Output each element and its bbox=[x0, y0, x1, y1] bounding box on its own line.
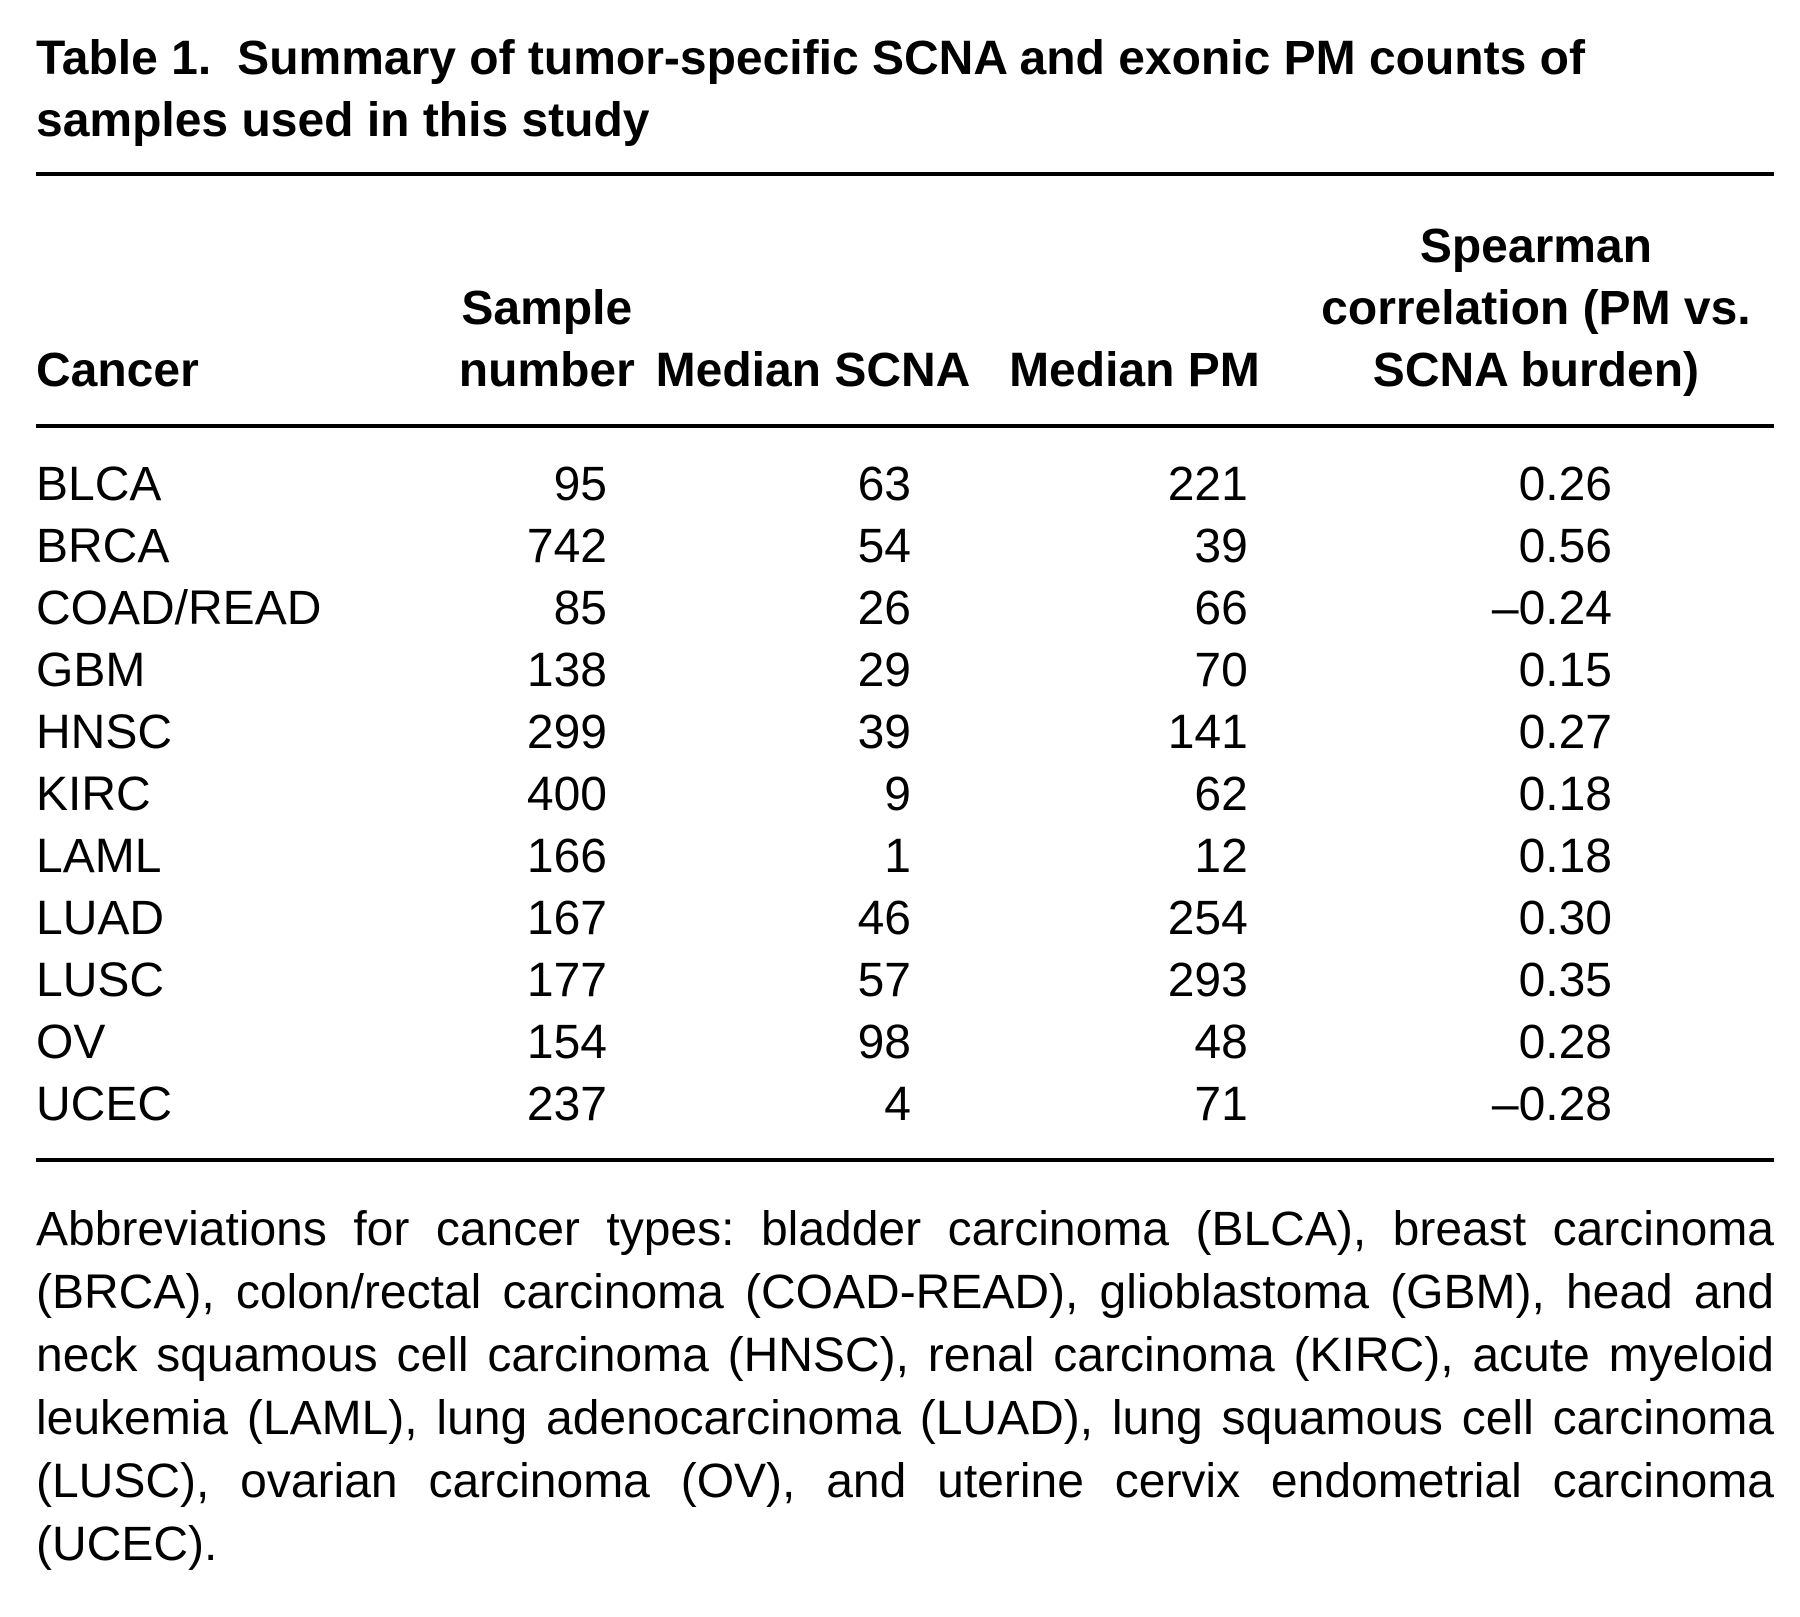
table-row: BRCA 742 54 39 0.56 bbox=[36, 516, 1774, 578]
bottom-rule bbox=[36, 1158, 1774, 1162]
table-label: Table 1. bbox=[36, 32, 212, 85]
cell-median-pm: 221 bbox=[1167, 458, 1248, 511]
cell-median-scna: 57 bbox=[857, 954, 911, 1007]
table-row: COAD/READ 85 26 66 –0.24 bbox=[36, 578, 1774, 640]
cell-median-scna: 63 bbox=[857, 458, 911, 511]
cell-sample-number: 167 bbox=[526, 892, 607, 945]
table-row: UCEC 237 4 71 –0.28 bbox=[36, 1074, 1774, 1158]
top-rule bbox=[36, 172, 1774, 176]
header-row: Cancer Sample number Median SCNA Median … bbox=[36, 176, 1774, 424]
cell-median-pm: 141 bbox=[1167, 706, 1248, 759]
cell-cancer: LUAD bbox=[36, 892, 165, 945]
cell-median-scna: 98 bbox=[857, 1016, 911, 1069]
header-median-scna: Median SCNA bbox=[655, 344, 971, 397]
cell-median-scna: 9 bbox=[884, 768, 911, 821]
cell-cancer: GBM bbox=[36, 644, 146, 697]
header-sample-number: Sample number bbox=[458, 282, 635, 397]
cell-sample-number: 742 bbox=[526, 520, 607, 573]
table-footnote: Abbreviations for cancer types: bladder … bbox=[36, 1203, 1774, 1571]
header-spearman: Spearman correlation (PM vs. SCNA burden… bbox=[1321, 220, 1751, 397]
cell-median-scna: 46 bbox=[857, 892, 911, 945]
cell-median-pm: 71 bbox=[1194, 1078, 1248, 1131]
cell-median-scna: 1 bbox=[884, 830, 911, 883]
header-median-pm: Median PM bbox=[1009, 344, 1260, 397]
cell-spearman: 0.18 bbox=[1518, 830, 1612, 883]
cell-spearman: 0.15 bbox=[1518, 644, 1612, 697]
cell-spearman: 0.26 bbox=[1518, 458, 1612, 511]
cell-spearman: –0.28 bbox=[1491, 1078, 1612, 1131]
cell-sample-number: 95 bbox=[553, 458, 607, 511]
table-title: Summary of tumor-specific SCNA and exoni… bbox=[36, 32, 1585, 147]
cell-sample-number: 299 bbox=[526, 706, 607, 759]
cell-cancer: OV bbox=[36, 1016, 106, 1069]
table-row: BLCA 95 63 221 0.26 bbox=[36, 428, 1774, 516]
table-row: LAML 166 1 12 0.18 bbox=[36, 826, 1774, 888]
table-row: KIRC 400 9 62 0.18 bbox=[36, 764, 1774, 826]
cell-cancer: UCEC bbox=[36, 1078, 173, 1131]
cell-median-scna: 26 bbox=[857, 582, 911, 635]
cell-spearman: 0.35 bbox=[1518, 954, 1612, 1007]
table-row: HNSC 299 39 141 0.27 bbox=[36, 702, 1774, 764]
cell-sample-number: 237 bbox=[526, 1078, 607, 1131]
cell-median-pm: 66 bbox=[1194, 582, 1248, 635]
cell-spearman: 0.27 bbox=[1518, 706, 1612, 759]
cell-cancer: LUSC bbox=[36, 954, 165, 1007]
table-row: OV 154 98 48 0.28 bbox=[36, 1012, 1774, 1074]
cell-cancer: BRCA bbox=[36, 520, 170, 573]
cell-sample-number: 138 bbox=[526, 644, 607, 697]
table-figure: Table 1. Summary of tumor-specific SCNA a… bbox=[36, 28, 1774, 1576]
cell-median-pm: 62 bbox=[1194, 768, 1248, 821]
cell-median-pm: 254 bbox=[1167, 892, 1248, 945]
header-cancer: Cancer bbox=[36, 344, 199, 397]
cell-median-scna: 39 bbox=[857, 706, 911, 759]
cell-median-pm: 293 bbox=[1167, 954, 1248, 1007]
cell-spearman: 0.30 bbox=[1518, 892, 1612, 945]
cell-spearman: 0.56 bbox=[1518, 520, 1612, 573]
cell-cancer: COAD/READ bbox=[36, 582, 322, 635]
table-header: Cancer Sample number Median SCNA Median … bbox=[36, 176, 1774, 428]
table-row: LUAD 167 46 254 0.30 bbox=[36, 888, 1774, 950]
cell-cancer: BLCA bbox=[36, 458, 162, 511]
cell-median-pm: 48 bbox=[1194, 1016, 1248, 1069]
cell-median-scna: 4 bbox=[884, 1078, 911, 1131]
cell-sample-number: 177 bbox=[526, 954, 607, 1007]
cell-cancer: LAML bbox=[36, 830, 162, 883]
table-row: LUSC 177 57 293 0.35 bbox=[36, 950, 1774, 1012]
cell-median-pm: 39 bbox=[1194, 520, 1248, 573]
cell-median-scna: 29 bbox=[857, 644, 911, 697]
cell-sample-number: 154 bbox=[526, 1016, 607, 1069]
cell-sample-number: 85 bbox=[553, 582, 607, 635]
cell-median-pm: 12 bbox=[1194, 830, 1248, 883]
cell-sample-number: 400 bbox=[526, 768, 607, 821]
table-caption: Table 1. Summary of tumor-specific SCNA a… bbox=[36, 28, 1774, 152]
cell-median-scna: 54 bbox=[857, 520, 911, 573]
cell-cancer: KIRC bbox=[36, 768, 151, 821]
cell-median-pm: 70 bbox=[1194, 644, 1248, 697]
summary-table: Cancer Sample number Median SCNA Median … bbox=[36, 176, 1774, 1158]
cell-spearman: 0.18 bbox=[1518, 768, 1612, 821]
table-body: BLCA 95 63 221 0.26 BRCA 742 54 39 0.56 COAD/READ 8… bbox=[36, 428, 1774, 1158]
cell-cancer: HNSC bbox=[36, 706, 173, 759]
cell-spearman: 0.28 bbox=[1518, 1016, 1612, 1069]
cell-spearman: –0.24 bbox=[1491, 582, 1612, 635]
header-rule bbox=[36, 424, 1774, 428]
cell-sample-number: 166 bbox=[526, 830, 607, 883]
table-row: GBM 138 29 70 0.15 bbox=[36, 640, 1774, 702]
